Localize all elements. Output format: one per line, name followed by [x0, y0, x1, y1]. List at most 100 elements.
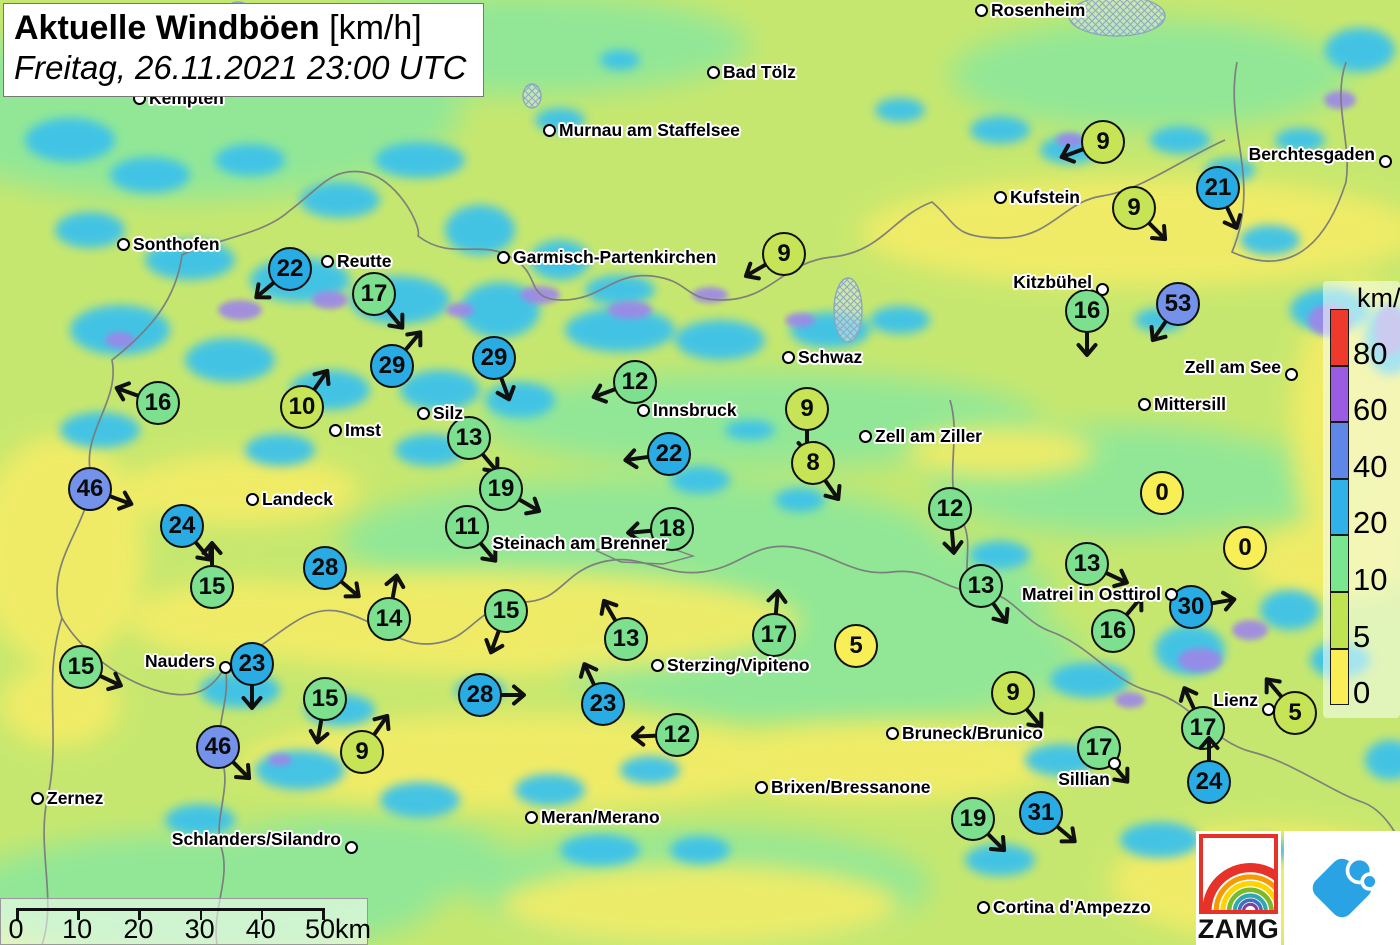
legend-tick-label: 10: [1353, 562, 1388, 597]
wind-arrow-icon: [384, 573, 406, 600]
wind-arrow-icon: [991, 602, 1010, 625]
place-marker: [1137, 397, 1151, 411]
legend-tick-label: 40: [1353, 448, 1388, 484]
place-label: Sonthofen: [133, 234, 220, 254]
station-value: 53: [1156, 282, 1200, 326]
title-unit: [km/h]: [319, 9, 422, 47]
scalebar-label: 30: [184, 914, 215, 944]
wind-arrow-icon: [599, 598, 619, 622]
station-value: 17: [1077, 726, 1121, 770]
place-marker: [218, 660, 232, 674]
wind-arrow-icon: [578, 662, 599, 687]
wind-arrow-icon: [1025, 707, 1044, 729]
station-value: 21: [1196, 166, 1240, 210]
station-value: 15: [303, 677, 347, 721]
station-value: 11: [445, 505, 489, 549]
wind-arrow-icon: [766, 589, 788, 616]
place-label: Lienz: [1213, 690, 1258, 710]
title-text: Aktuelle Windböen: [14, 9, 320, 47]
wind-arrow-icon: [623, 448, 650, 470]
place-label: Zernez: [47, 788, 104, 808]
station-value: 46: [68, 467, 112, 511]
station-value: 15: [59, 645, 103, 689]
place-marker: [993, 190, 1007, 204]
scalebar-label: 0: [8, 914, 24, 944]
place-marker: [1095, 282, 1109, 296]
station-value: 12: [613, 360, 657, 404]
place-marker: [858, 429, 872, 443]
place-label: Steinach am Brenner: [492, 533, 668, 553]
wind-arrow-icon: [1178, 686, 1199, 711]
place-label: Silz: [433, 403, 464, 423]
station-value: 24: [160, 504, 204, 548]
scalebar-label: 50km: [304, 914, 372, 944]
legend-tick-label: 5: [1353, 618, 1371, 654]
place-marker: [754, 780, 768, 794]
wind-arrow-icon: [1055, 825, 1077, 844]
station-value: 10: [280, 385, 324, 429]
place-marker: [636, 403, 650, 417]
wind-arrow-icon: [1147, 221, 1168, 242]
wind-arrow-icon: [114, 381, 140, 402]
place-label: Innsbruck: [653, 400, 737, 420]
place-marker: [885, 726, 899, 740]
wind-arrow-icon: [308, 718, 330, 745]
wind-arrow-icon: [631, 725, 658, 747]
legend-color-cell: [1330, 422, 1349, 479]
color-legend: km/h 80 60 40 20 10 5 0: [1323, 281, 1400, 718]
wind-arrow-icon: [372, 713, 391, 736]
scalebar-tick: [199, 908, 203, 920]
station-value: 22: [647, 432, 691, 476]
station-value: 24: [1187, 760, 1231, 804]
station-value: 22: [268, 247, 312, 291]
place-label: Sterzing/Vipiteno: [667, 655, 810, 675]
station-value: 15: [190, 565, 234, 609]
legend-tick-label: 60: [1353, 392, 1388, 428]
wind-arrow-icon: [518, 496, 542, 516]
legend-title: km/h: [1357, 283, 1400, 313]
wind-arrow-icon: [108, 490, 134, 511]
wind-arrow-icon: [339, 580, 361, 599]
wind-arrow-icon: [231, 760, 252, 781]
legend-color-cell: [1330, 309, 1349, 366]
wind-arrow-icon: [1198, 736, 1220, 762]
place-marker: [650, 658, 664, 672]
station-value: 5: [834, 624, 878, 668]
station-value: 9: [991, 671, 1035, 715]
place-marker: [542, 123, 556, 137]
place-marker: [1261, 702, 1275, 716]
map-title-box: Aktuelle Windböen [km/h] Freitag, 26.11.…: [3, 3, 484, 97]
station-value: 15: [484, 589, 528, 633]
scalebar-label: 40: [245, 914, 276, 944]
station-value: 17: [752, 613, 796, 657]
legend-color-cell: [1330, 535, 1349, 592]
mountain-cloud-icon: [1312, 856, 1379, 918]
map-scalebar: 0 10 20 30 40 50km: [0, 898, 372, 945]
wind-arrow-icon: [484, 629, 505, 655]
scalebar-label: 20: [123, 914, 154, 944]
station-value: 28: [303, 546, 347, 590]
place-marker: [1164, 587, 1178, 601]
wind-arrow-icon: [1059, 143, 1085, 164]
scalebar-tick: [77, 908, 80, 920]
place-marker: [1107, 756, 1121, 770]
place-label: Meran/Merano: [541, 807, 660, 827]
wind-arrow-icon: [404, 330, 423, 352]
station-value: 12: [655, 713, 699, 757]
scalebar-line: [16, 908, 324, 911]
scalebar-tick: [322, 908, 325, 920]
wind-arrow-icon: [1210, 590, 1237, 612]
station-value: 12: [928, 487, 972, 531]
station-value: 31: [1019, 791, 1063, 835]
station-value: 18: [650, 507, 694, 551]
place-marker: [245, 492, 259, 506]
place-marker: [976, 900, 990, 914]
wind-arrow-icon: [626, 521, 653, 543]
station-value: 16: [1065, 289, 1109, 333]
place-marker: [496, 250, 510, 264]
place-marker: [416, 406, 430, 420]
wind-arrow-icon: [1222, 205, 1243, 230]
place-marker: [328, 423, 342, 437]
station-value: 9: [762, 232, 806, 276]
legend-tick-label: 0: [1353, 675, 1371, 711]
